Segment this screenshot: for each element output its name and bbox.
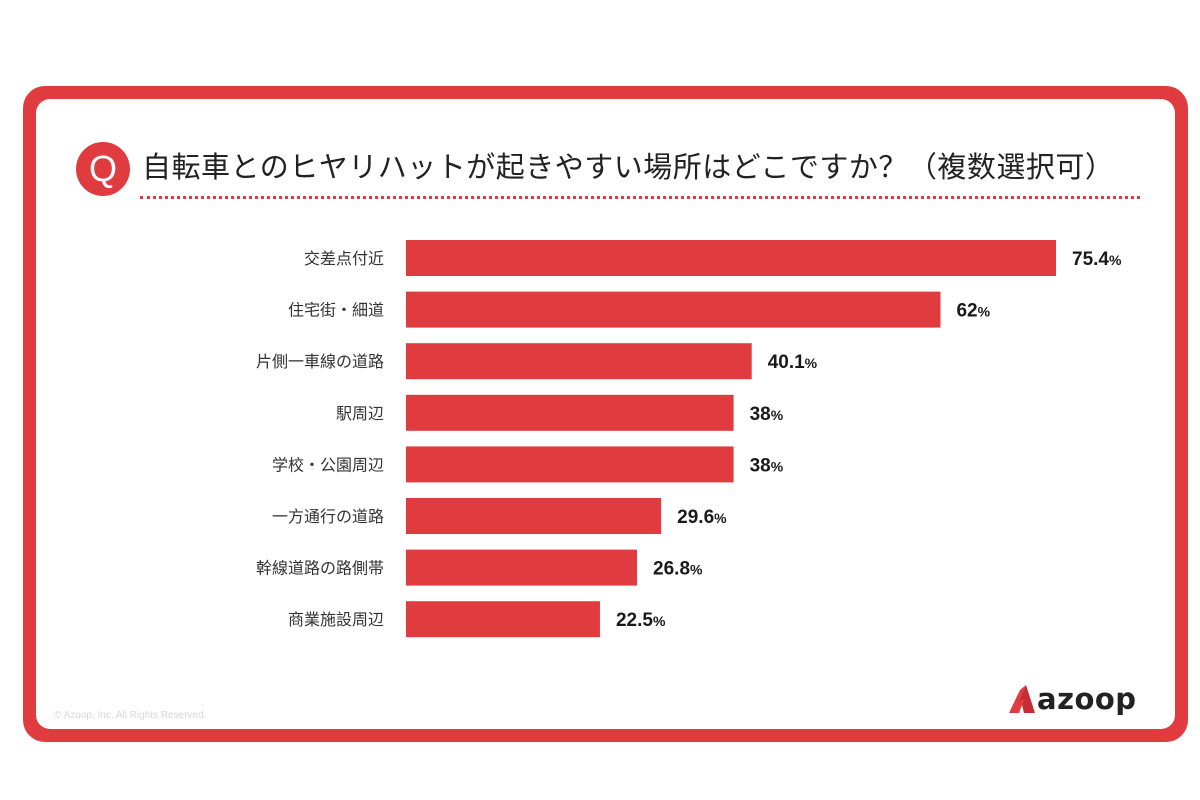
bar: [406, 446, 734, 483]
category-label: 学校・公園周辺: [272, 455, 384, 474]
value-unit: %: [690, 562, 703, 578]
card-frame: Q 自転車とのヒヤリハットが起きやすい場所はどこですか？（複数選択可） 交差点付…: [23, 86, 1188, 742]
category-label: 幹線道路の路側帯: [256, 559, 384, 578]
category-label: 交差点付近: [304, 249, 384, 268]
value-label: 29.6%: [677, 507, 727, 528]
value-unit: %: [805, 355, 818, 371]
bar-chart: 交差点付近 75.4% 住宅街・細道 62% 片側一車線の道路 40.1% 駅周辺 38% 学校…: [256, 240, 1122, 638]
card: Q 自転車とのヒヤリハットが起きやすい場所はどこですか？（複数選択可） 交差点付…: [36, 99, 1175, 729]
value-unit: %: [771, 407, 784, 423]
value-label: 62%: [956, 301, 990, 322]
value-unit: %: [1109, 252, 1122, 268]
value-number: 26.8: [653, 559, 690, 580]
category-label: 駅周辺: [336, 404, 384, 423]
question-title: 自転車とのヒヤリハットが起きやすい場所はどこですか？（複数選択可）: [142, 150, 1115, 184]
bar: [406, 549, 638, 586]
category-label: 一方通行の道路: [272, 507, 384, 526]
bar: [406, 343, 752, 380]
value-unit: %: [771, 458, 784, 474]
azoop-logo-text: azoop: [1037, 682, 1137, 716]
question-badge: Q: [76, 142, 130, 196]
value-number: 75.4: [1072, 249, 1109, 270]
azoop-logo-icon: [1009, 685, 1035, 713]
value-unit: %: [653, 613, 666, 629]
value-number: 62: [956, 301, 977, 322]
category-label: 商業施設周辺: [288, 610, 384, 629]
value-label: 38%: [750, 404, 784, 425]
value-number: 29.6: [677, 507, 714, 528]
value-unit: %: [714, 510, 727, 526]
value-number: 40.1: [768, 352, 805, 373]
value-label: 75.4%: [1072, 249, 1122, 270]
bar: [406, 240, 1056, 276]
title-divider: [140, 196, 1140, 199]
value-number: 38: [750, 404, 771, 425]
value-number: 22.5: [616, 610, 653, 631]
bar: [406, 394, 734, 431]
bar: [406, 601, 600, 638]
category-label: 片側一車線の道路: [256, 352, 384, 371]
value-label: 22.5%: [616, 610, 666, 631]
value-label: 26.8%: [653, 559, 703, 580]
value-unit: %: [978, 304, 991, 320]
bar: [406, 291, 941, 328]
value-label: 40.1%: [768, 352, 818, 373]
copyright-notice: © Azoop, Inc. All Rights Reserved.: [54, 710, 207, 721]
bar: [406, 498, 662, 534]
category-label: 住宅街・細道: [288, 301, 384, 320]
value-number: 38: [750, 455, 771, 476]
azoop-logo: azoop: [1009, 682, 1137, 716]
value-label: 38%: [750, 455, 784, 476]
